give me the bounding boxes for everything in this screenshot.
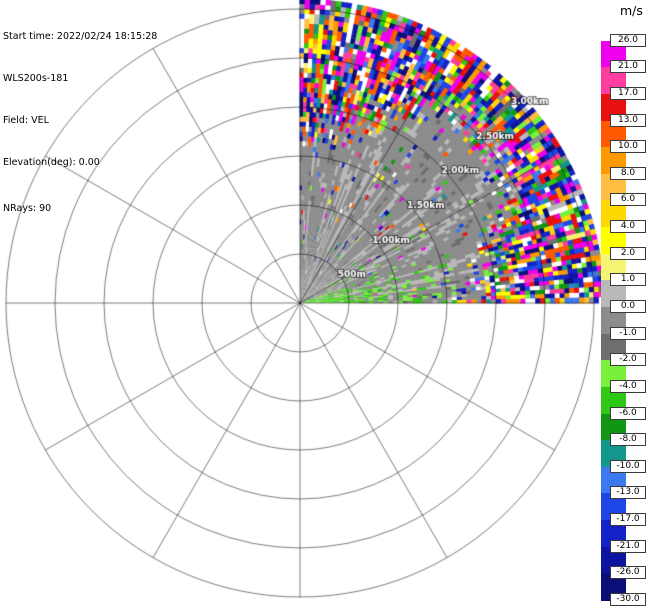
colorbar-unit-label: m/s <box>620 3 643 18</box>
colorbar-tick-label: -26.0 <box>610 566 646 580</box>
colorbar-tick-label: 17.0 <box>610 86 646 100</box>
elevation-text: Elevation(deg): 0.00 <box>3 157 100 168</box>
colorbar-tick-label: 4.0 <box>610 220 646 234</box>
field-name-text: Field: VEL <box>3 115 49 126</box>
colorbar-tick-label: -10.0 <box>610 459 646 473</box>
start-time-text: Start time: 2022/02/24 18:15:28 <box>3 31 158 42</box>
colorbar-tick-label: 0.0 <box>610 300 646 313</box>
colorbar-tick-label: 21.0 <box>610 60 646 74</box>
colorbar-tick-label: -13.0 <box>610 486 646 500</box>
colorbar-tick-label: -30.0 <box>610 593 646 606</box>
colorbar-tick-label: -6.0 <box>610 406 646 420</box>
plot-metadata: Start time: 2022/02/24 18:15:28 WLS200s-… <box>3 2 157 244</box>
colorbar-tick-label: 1.0 <box>610 273 646 287</box>
colorbar-tick-label: 8.0 <box>610 166 646 180</box>
colorbar-tick-label: 2.0 <box>610 246 646 260</box>
colorbar-tick-label: -21.0 <box>610 539 646 553</box>
colorbar-tick-label: -8.0 <box>610 433 646 447</box>
colorbar-tick-label: 13.0 <box>610 113 646 127</box>
colorbar-tick-label: -2.0 <box>610 353 646 367</box>
colorbar-tick-label: 6.0 <box>610 193 646 207</box>
colorbar-tick-label: 10.0 <box>610 140 646 154</box>
nrays-text: NRays: 90 <box>3 203 52 214</box>
instrument-name-text: WLS200s-181 <box>3 73 69 84</box>
colorbar-tick-label: -4.0 <box>610 379 646 393</box>
colorbar-tick-label: -1.0 <box>610 326 646 340</box>
colorbar-tick-label: 26.0 <box>610 33 646 47</box>
colorbar-tick-label: -17.0 <box>610 513 646 527</box>
